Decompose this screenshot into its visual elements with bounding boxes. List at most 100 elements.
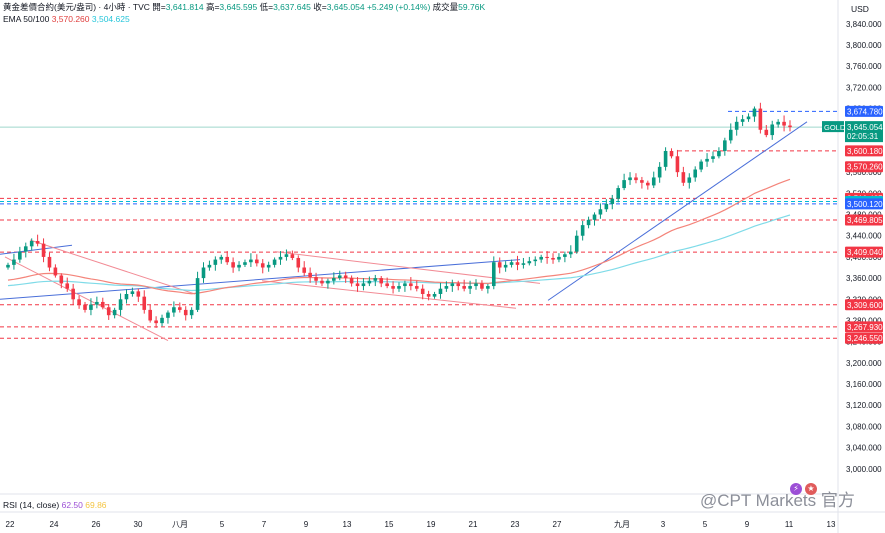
time-tick-label: 9: [304, 520, 309, 529]
current-price-label: 3,645.054: [847, 123, 883, 132]
volume-label: 成交量: [432, 2, 459, 12]
symbol-name[interactable]: 黄金差價合約(美元/盎司): [3, 2, 97, 12]
candle-body: [95, 301, 99, 305]
time-tick-label: 八月: [172, 520, 188, 529]
price-level-tag: [845, 198, 883, 210]
candle-body: [302, 267, 307, 273]
price-level-tag-label: 3,409.040: [847, 248, 883, 257]
candle-body: [106, 307, 111, 316]
time-tick-label: 7: [262, 520, 267, 529]
candle-body: [557, 256, 561, 260]
time-tick-label: 19: [427, 520, 436, 529]
candle-body: [296, 257, 301, 268]
candle-body: [723, 140, 727, 151]
candle-body: [284, 254, 289, 257]
candle-body: [717, 150, 721, 157]
candle-body: [580, 225, 585, 236]
price-level-tag-label: 3,600.180: [847, 147, 883, 156]
candle-body: [592, 214, 597, 220]
price-tick-label: 3,040.000: [846, 444, 882, 453]
candle-body: [343, 275, 348, 279]
candle-body: [272, 259, 277, 265]
time-tick-label: 9: [745, 520, 750, 529]
candle-body: [35, 241, 40, 244]
candle-body: [634, 177, 638, 181]
candle-body: [681, 172, 686, 183]
time-tick-label: 23: [511, 520, 520, 529]
candle-body: [355, 283, 360, 287]
candle-body: [622, 180, 626, 189]
lightning-icon[interactable]: ⚡: [790, 483, 802, 495]
rsi-legend[interactable]: RSI (14, close) 62.50 69.86: [3, 500, 107, 510]
interval[interactable]: 4小時: [103, 2, 126, 12]
candle-body: [124, 294, 129, 300]
candle-body: [23, 246, 28, 252]
candle-body: [337, 275, 342, 279]
candle-body: [521, 263, 526, 265]
volume-value: 59.76K: [458, 2, 486, 12]
symbol-tag: [822, 121, 844, 133]
candle-body: [788, 125, 792, 128]
candle-body: [426, 294, 431, 297]
candle-body: [373, 278, 378, 281]
currency-label: USD: [851, 4, 869, 14]
candle-body: [509, 262, 514, 265]
candle-body: [651, 177, 656, 186]
symbol-tag-label: GOLD: [824, 123, 846, 132]
candle-body: [136, 291, 141, 297]
rsi-label: RSI (14, close): [3, 500, 60, 510]
candle-body: [89, 304, 93, 310]
candle-body: [201, 267, 206, 279]
candle-body: [255, 259, 259, 264]
ema-legend[interactable]: EMA 50/100 3,570.260 3,504.625: [3, 14, 130, 25]
candle-body: [225, 256, 229, 263]
candle-body: [154, 320, 158, 324]
price-level-tag: [845, 246, 883, 258]
candle-body: [397, 286, 401, 289]
price-tick-label: 3,800.000: [846, 41, 882, 50]
candle-body: [432, 294, 437, 297]
candle-body: [403, 283, 407, 287]
us-flag-icon[interactable]: ★: [805, 483, 817, 495]
uptrend-line: [547, 121, 808, 301]
price-level-tag: [845, 105, 883, 117]
price-tick-label: 3,360.000: [846, 274, 882, 283]
price-tick-label: 3,560.000: [846, 168, 882, 177]
candle-body: [219, 256, 224, 260]
event-icons[interactable]: ⚡ ★: [790, 478, 820, 496]
candle-body: [675, 156, 680, 173]
candle-body: [770, 124, 775, 136]
price-level-labels: 3,674.7803,600.1803,570.2603,510.4253,50…: [822, 105, 883, 344]
candle-body: [6, 264, 10, 268]
open-label: 開=: [152, 2, 166, 12]
candle-body: [764, 129, 769, 136]
candle-body: [734, 121, 739, 130]
candle-body: [130, 291, 135, 294]
candle-body: [47, 256, 52, 268]
candle-body: [616, 188, 620, 199]
price-level-tag: [845, 214, 883, 226]
candle-body: [468, 286, 472, 289]
candle-body: [59, 275, 64, 284]
candle-body: [361, 283, 366, 287]
candle-body: [640, 180, 644, 183]
candle-body: [379, 278, 384, 284]
time-tick-label: 30: [134, 520, 143, 529]
rsi-value2: 69.86: [85, 500, 107, 510]
price-tick-label: 3,000.000: [846, 465, 882, 474]
candle-body: [740, 119, 745, 122]
time-tick-label: 5: [703, 520, 708, 529]
candle-body: [290, 254, 295, 258]
ema50-line: [7, 178, 791, 295]
channel-line-upper: [29, 239, 196, 295]
candle-body: [53, 267, 58, 276]
time-axis[interactable]: 22 24 26 30 八月 5 7 9 13 15 19 21 23 27 九月 3 5 9 11 13: [6, 520, 836, 529]
time-tick-label: 3: [661, 520, 666, 529]
candle-body: [711, 156, 715, 159]
candle-body: [752, 108, 757, 117]
price-tick-label: 3,720.000: [846, 83, 882, 92]
candle-body: [438, 288, 443, 294]
candle-body: [545, 256, 549, 258]
candle-body: [450, 283, 455, 287]
